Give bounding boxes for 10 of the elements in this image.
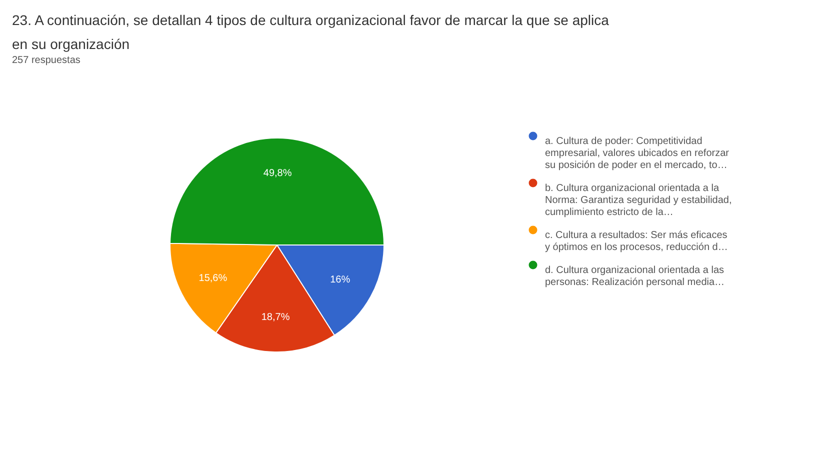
legend-label: b. Cultura organizacional orientada a la Norma: Garantiza seguridad y estabilidad, cumplimiento estricto de la…: [545, 183, 732, 218]
text: 257 respuestas: [12, 55, 80, 66]
data-label: 49,8%: [263, 168, 292, 179]
legend-label: c. Cultura a resultados: Ser más eficaces y óptimos en los procesos, reducción d…: [545, 230, 728, 253]
data-label: 15,6%: [198, 272, 228, 284]
chart-title: 23. A continuación, se detallan 4 tipos de cultura organizacional favor de marcar la que se aplica en su organización: [12, 12, 610, 52]
legend-label: d. Cultura organizacional orientada a las personas: Realización personal media…: [545, 265, 725, 288]
data-label: 18,7%: [261, 312, 290, 323]
data-label: 16%: [330, 274, 350, 286]
legend-label: a. Cultura de poder: Competitividad empresarial, valores ubicados en reforzar su posición de poder en el mercado, to…: [545, 136, 730, 171]
